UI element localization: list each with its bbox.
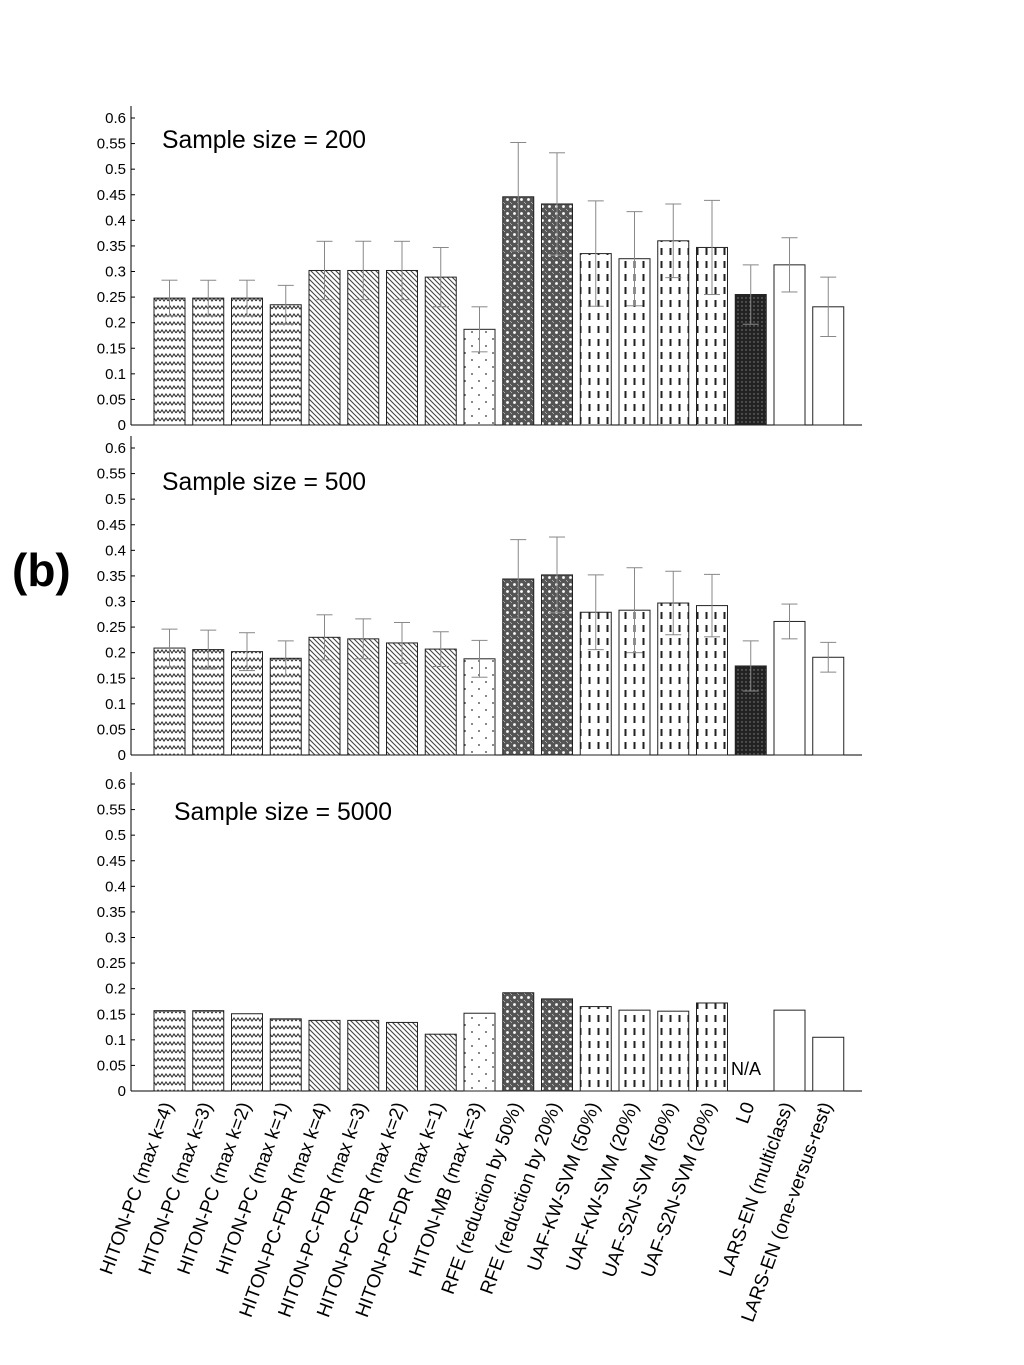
bar: [773, 1009, 806, 1092]
bar: [153, 297, 186, 426]
bar: [347, 1019, 380, 1092]
y-tick-label: 0.25: [97, 955, 126, 972]
bar: [192, 1010, 225, 1092]
y-tick-label: 0.4: [105, 878, 126, 895]
y-tick-label: 0.35: [97, 904, 126, 921]
bar: [386, 1021, 418, 1092]
bar: [773, 620, 806, 756]
y-tick-label: 0.05: [97, 721, 126, 738]
bar: [231, 1013, 263, 1092]
y-tick-label: 0.1: [105, 366, 126, 383]
y-tick-label: 0.55: [97, 802, 126, 819]
y-tick-label: 0.45: [97, 517, 126, 534]
bar: [424, 1033, 457, 1092]
bar: [269, 304, 302, 426]
y-tick-label: 0.15: [97, 1006, 126, 1023]
y-tick-label: 0.05: [97, 391, 126, 408]
bar: [502, 992, 535, 1092]
y-tick-label: 0.45: [97, 853, 126, 870]
y-tick-label: 0.3: [105, 930, 126, 947]
y-tick-label: 0.1: [105, 696, 126, 713]
y-tick-label: 0: [118, 417, 126, 434]
bar: [618, 1009, 651, 1092]
bar: [657, 1010, 690, 1092]
y-tick-label: 0.25: [97, 289, 126, 306]
panel-2: 0 0.05 0.1 0.15 0.2 0.25 0.3 0.35 0.4 0.45 0.5 0.55…: [97, 436, 862, 764]
y-tick-label: 0.2: [105, 315, 126, 332]
y-tick-label: 0.4: [105, 212, 126, 229]
chart-panels: 0 0.05 0.1 0.15 0.2 0.25 0.3 0.35 0.4 0.45 0.5 0.55…: [97, 106, 862, 1100]
y-tick-label: 0.1: [105, 1032, 126, 1049]
y-tick-label: 0.2: [105, 981, 126, 998]
category-label: L0: [732, 1100, 759, 1127]
y-tick-label: 0.45: [97, 187, 126, 204]
y-tick-label: 0.05: [97, 1057, 126, 1074]
y-tick-label: 0.5: [105, 161, 126, 178]
bar: [153, 1010, 186, 1092]
bar: [308, 1019, 341, 1092]
bar: [463, 1012, 496, 1092]
bar: [696, 1002, 728, 1092]
y-tick-label: 0.25: [97, 619, 126, 636]
na-label: N/A: [731, 1059, 761, 1079]
y-tick-label: 0.5: [105, 491, 126, 508]
y-tick-label: 0: [118, 1083, 126, 1100]
panel-title: Sample size = 500: [162, 468, 366, 496]
panel-3: 0 0.05 0.1 0.15 0.2 0.25 0.3 0.35 0.4 0.45 0.5 0.55…: [97, 772, 862, 1100]
y-tick-label: 0.2: [105, 645, 126, 662]
category-labels: HITON-PC (max k=4)HITON-PC (max k=3)HITO…: [96, 1100, 837, 1325]
y-tick-label: 0.6: [105, 110, 126, 127]
figure-label: (b): [12, 544, 71, 596]
bar: [192, 297, 225, 426]
panel-1: 0 0.05 0.1 0.15 0.2 0.25 0.3 0.35 0.4 0.45 0.5 0.55…: [97, 106, 862, 434]
y-tick-label: 0.5: [105, 827, 126, 844]
bar: [812, 656, 845, 756]
bar: [579, 1006, 612, 1092]
y-tick-label: 0.3: [105, 264, 126, 281]
bar: [812, 1036, 845, 1092]
y-tick-label: 0.6: [105, 440, 126, 457]
panel-title: Sample size = 5000: [174, 798, 392, 826]
bar: [231, 297, 263, 426]
y-tick-label: 0.15: [97, 670, 126, 687]
y-tick-label: 0: [118, 747, 126, 764]
y-tick-label: 0.55: [97, 466, 126, 483]
panel-title: Sample size = 200: [162, 126, 366, 154]
bar: [269, 1018, 302, 1092]
y-tick-label: 0.4: [105, 542, 126, 559]
y-tick-label: 0.3: [105, 594, 126, 611]
y-tick-label: 0.15: [97, 340, 126, 357]
y-tick-label: 0.35: [97, 568, 126, 585]
y-tick-label: 0.35: [97, 238, 126, 255]
y-tick-label: 0.6: [105, 776, 126, 793]
bar: [541, 998, 573, 1092]
y-tick-label: 0.55: [97, 136, 126, 153]
